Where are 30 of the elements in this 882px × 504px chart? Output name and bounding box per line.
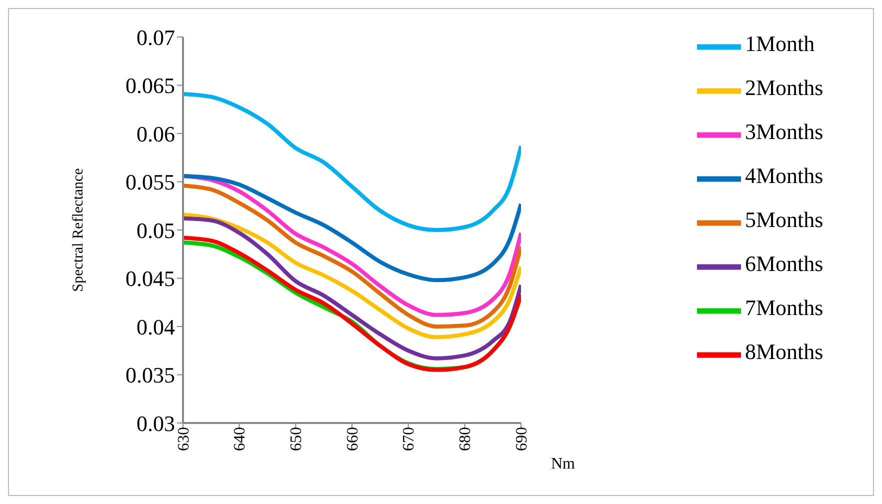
x-tick-label: 660 — [344, 427, 362, 451]
line-series — [183, 92, 521, 232]
legend-label: 3Months — [745, 118, 824, 144]
x-tick-label: 650 — [288, 427, 306, 451]
y-tick-label: 0.04 — [136, 314, 175, 340]
legend-label: 8Months — [745, 338, 824, 364]
legend-label: 6Months — [745, 250, 824, 276]
x-tick-label: 690 — [513, 427, 530, 451]
legend-label: 4Months — [745, 162, 824, 188]
y-tick-label: 0.03 — [136, 410, 175, 436]
legend-label: 7Months — [745, 294, 824, 320]
y-tick-label: 0.06 — [136, 121, 175, 146]
y-axis-title: Spectral Reflectance — [70, 168, 86, 292]
y-tick-label: 0.055 — [126, 170, 175, 195]
x-tick-label: 640 — [232, 427, 249, 451]
legend-label: 1Month — [745, 30, 815, 56]
x-tick-label: 680 — [457, 427, 474, 451]
line-series — [183, 212, 521, 340]
y-tick-label: 0.07 — [136, 24, 175, 50]
y-tick-label: 0.045 — [126, 266, 175, 292]
line-series — [183, 174, 521, 282]
y-tick-label: 0.05 — [136, 218, 175, 243]
y-tick-label: 0.065 — [126, 73, 175, 98]
legend-label: 5Months — [745, 206, 824, 232]
y-tick-label: 0.035 — [126, 362, 175, 388]
x-tick-label: 670 — [400, 427, 418, 451]
legend-label: 2Months — [745, 74, 824, 100]
line-series — [183, 216, 521, 360]
x-tick-label: 630 — [175, 427, 192, 451]
x-axis-title: Nm — [551, 456, 576, 473]
